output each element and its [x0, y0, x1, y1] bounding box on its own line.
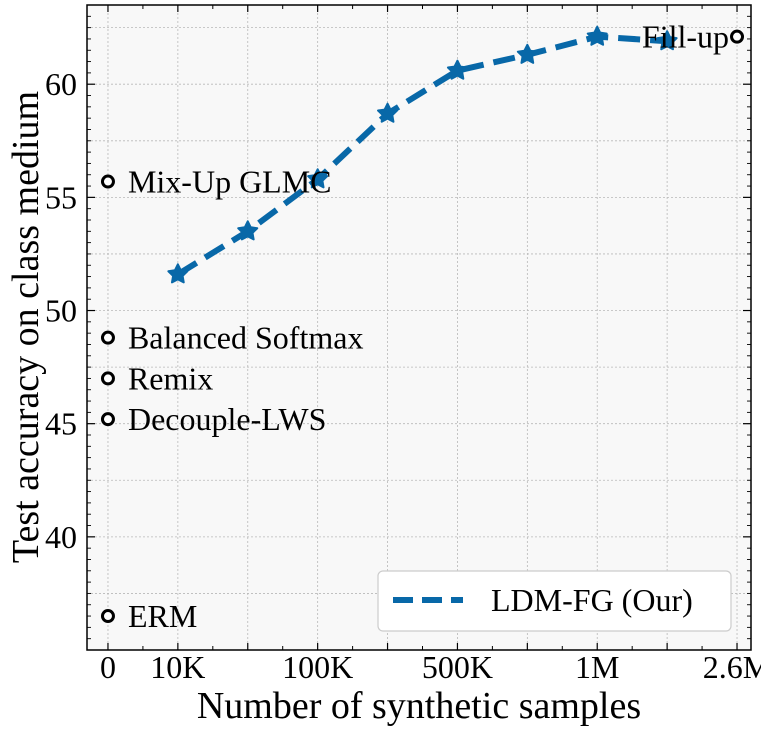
x-axis-label: Number of synthetic samples: [197, 685, 641, 727]
y-tick-labels: 40 45 50 55 60: [45, 66, 77, 555]
baseline-label: Fill-up: [642, 19, 729, 55]
series-point: [237, 220, 259, 241]
baseline-label: Balanced Softmax: [128, 320, 363, 356]
plot-frame: [86, 4, 752, 651]
y-tick-label: 60: [45, 66, 77, 102]
y-tick-label: 40: [45, 519, 77, 555]
legend: LDM-FG (Our): [377, 570, 732, 632]
baseline-point: [730, 29, 745, 44]
baseline-layer: Mix-Up GLMC Balanced Softmax Remix Decouple…: [100, 19, 745, 634]
x-tick-labels: 0 10K 100K 500K 1M 2.6M: [100, 649, 761, 685]
series-point: [167, 263, 189, 284]
x-tick-label: 10K: [150, 649, 205, 685]
legend-box: [377, 570, 732, 632]
x-tick-label: 2.6M: [703, 649, 761, 685]
major-ticks: [87, 5, 751, 650]
series-point: [446, 59, 468, 80]
x-tick-label: 1M: [575, 649, 619, 685]
series-point: [516, 43, 538, 64]
x-tick-label: 500K: [422, 649, 493, 685]
baseline-label: Remix: [128, 360, 213, 396]
baseline-point: [100, 174, 115, 189]
y-axis-label: Test accuracy on class medium: [5, 91, 47, 563]
baseline-point: [100, 609, 115, 624]
series-line-0: [176, 33, 668, 277]
baseline-label: Mix-Up GLMC: [128, 164, 332, 200]
series-layer: [167, 25, 678, 284]
grid: [87, 5, 751, 650]
y-tick-label: 50: [45, 293, 77, 329]
legend-label-ldm-fg: LDM-FG (Our): [491, 582, 693, 618]
x-tick-label: 100K: [282, 649, 353, 685]
baseline-point: [100, 412, 115, 427]
series-point: [377, 102, 399, 123]
series-point: [586, 25, 608, 46]
baseline-point: [100, 371, 115, 386]
series-point: [656, 30, 678, 51]
y-tick-label: 55: [45, 179, 77, 215]
series-point: [307, 168, 329, 189]
baseline-label: ERM: [128, 598, 197, 634]
plot-background: [87, 5, 751, 650]
baseline-point: [100, 330, 115, 345]
y-tick-label: 45: [45, 406, 77, 442]
x-tick-label: 0: [100, 649, 116, 685]
baseline-label: Decouple-LWS: [128, 401, 326, 437]
